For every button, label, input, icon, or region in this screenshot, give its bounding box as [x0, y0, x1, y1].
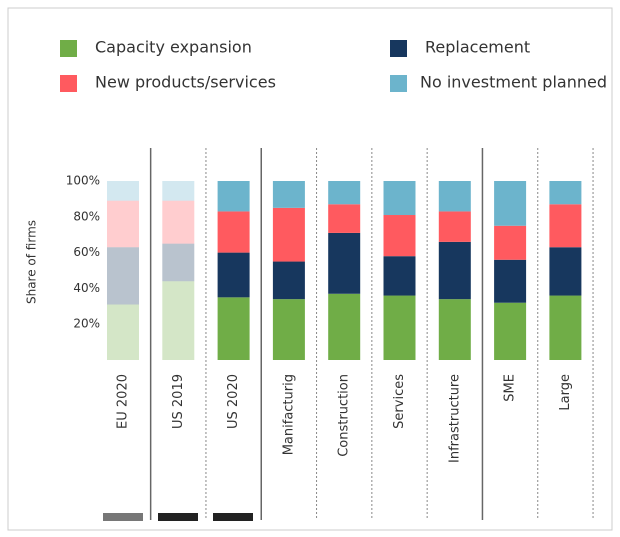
bar-segment [107, 200, 139, 248]
bar-segment [383, 256, 416, 296]
bar-segment [107, 247, 139, 305]
bar-segment [383, 215, 416, 257]
legend-swatch [390, 40, 407, 57]
bar-segment [328, 232, 361, 294]
x-tick-label: EU 2020 [116, 374, 131, 429]
y-tick-label: 20% [73, 317, 100, 331]
bar-segment [549, 247, 582, 296]
bar-segment [272, 181, 305, 208]
bar-segment [217, 181, 250, 212]
bar-segment [217, 297, 250, 360]
bar-segment [217, 252, 250, 298]
bar-segment [494, 259, 527, 303]
legend-swatch [60, 40, 77, 57]
bar-segment [162, 181, 195, 201]
legend-swatch [60, 75, 77, 92]
y-tick-label: 60% [73, 245, 100, 259]
bar-segment [217, 211, 250, 253]
bar-segment [438, 299, 471, 360]
bar-segment [107, 304, 139, 360]
legend-swatch [390, 75, 407, 92]
bar-segment [162, 243, 195, 282]
x-tick-label: US 2019 [171, 374, 186, 429]
bar-segment [549, 204, 582, 248]
y-tick-label: 80% [73, 209, 100, 223]
bar-segment [328, 204, 361, 233]
x-tick-label: Construction [337, 374, 352, 457]
bar-segment [549, 181, 582, 205]
x-tick-label: SME [503, 374, 518, 402]
bar-segment [494, 225, 527, 260]
footer-block [158, 513, 198, 521]
x-tick-label: Large [558, 374, 573, 411]
legend-label: New products/services [95, 73, 276, 92]
bar-segment [383, 295, 416, 360]
bar-segment [107, 181, 139, 201]
bar-segment [438, 181, 471, 212]
y-tick-label: 40% [73, 281, 100, 295]
x-tick-label: Infrastructure [447, 374, 462, 463]
footer-block [213, 513, 253, 521]
bar-segment [494, 181, 527, 226]
bar-segment [438, 241, 471, 300]
x-tick-label: US 2020 [226, 374, 241, 429]
x-tick-label: Services [392, 374, 407, 429]
legend-label: Capacity expansion [95, 38, 252, 57]
footer-block [103, 513, 143, 521]
bar-segment [494, 302, 527, 360]
y-axis-label: Share of firms [25, 220, 39, 304]
bar-segment [272, 261, 305, 300]
bar-segment [272, 299, 305, 360]
legend-label: No investment planned [420, 73, 607, 92]
legend-label: Replacement [425, 38, 530, 57]
frame [7, 7, 613, 531]
bar-segment [162, 200, 195, 244]
bar-segment [272, 207, 305, 262]
y-tick-label: 100% [66, 174, 100, 188]
x-tick-label: Manifacturig [281, 374, 296, 455]
bar-segment [162, 281, 195, 360]
bar-segment [438, 211, 471, 242]
bar-segment [328, 293, 361, 360]
bar-segment [549, 295, 582, 360]
bar-segment [328, 181, 361, 205]
bar-segment [383, 181, 416, 216]
